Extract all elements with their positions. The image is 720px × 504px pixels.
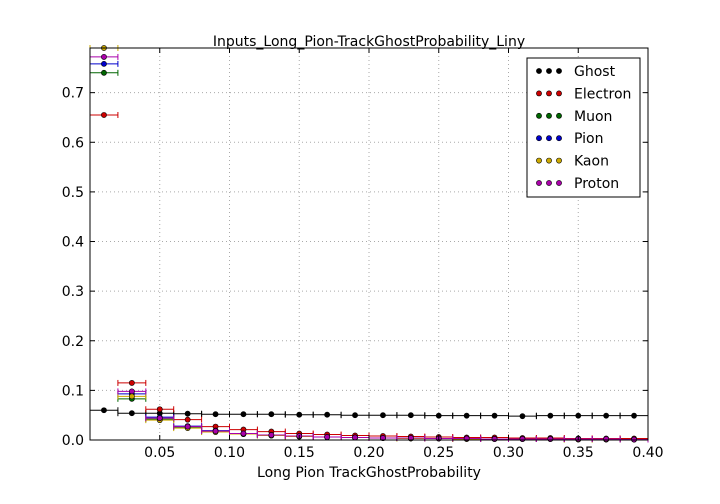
- legend-label: Kaon: [574, 154, 609, 170]
- legend-marker: [546, 157, 552, 164]
- data-point: [240, 411, 247, 418]
- y-tick-label: 0.3: [62, 284, 84, 300]
- legend-marker: [536, 68, 542, 74]
- data-point: [575, 412, 582, 419]
- legend-marker: [556, 112, 562, 119]
- data-point: [352, 434, 358, 441]
- x-axis-label: Long Pion TrackGhostProbability: [257, 465, 481, 481]
- legend-marker: [546, 112, 552, 119]
- data-point: [519, 413, 526, 420]
- x-tick-label: 0.20: [353, 445, 384, 461]
- y-tick-label: 0.0: [62, 433, 84, 449]
- data-point: [463, 412, 470, 419]
- data-point: [128, 388, 135, 395]
- y-tick-label: 0.4: [62, 235, 84, 251]
- data-point: [631, 412, 637, 419]
- data-point: [128, 380, 135, 386]
- data-point: [352, 412, 358, 419]
- legend-marker: [546, 135, 552, 142]
- data-point: [156, 406, 163, 413]
- data-point: [101, 69, 107, 76]
- data-point: [101, 112, 107, 118]
- data-point: [547, 412, 554, 419]
- legend-marker: [546, 68, 552, 74]
- ticks: 0.05 0.10 0.15 0.20 0.25 0.30 0.35 0.40 0.0 0.1 0.…: [62, 48, 664, 461]
- legend-marker: [536, 135, 542, 142]
- data-point: [184, 410, 191, 417]
- legend-label: Muon: [574, 109, 612, 125]
- legend-marker: [536, 112, 542, 119]
- legend-marker: [546, 180, 552, 186]
- legend-marker: [536, 180, 542, 186]
- x-tick-label: 0.25: [423, 445, 454, 461]
- y-tick-label: 0.6: [62, 135, 84, 151]
- legend-marker: [556, 157, 562, 164]
- data-point: [547, 436, 554, 442]
- data-point: [603, 412, 610, 419]
- x-tick-label: 0.15: [284, 445, 315, 461]
- data-point: [184, 423, 191, 430]
- data-point: [491, 412, 498, 419]
- legend-label: Proton: [574, 176, 619, 192]
- data-point: [407, 412, 414, 419]
- data-point: [324, 434, 331, 440]
- data-point: [128, 410, 135, 417]
- data-point: [380, 435, 386, 441]
- data-point: [101, 407, 107, 414]
- data-point: [324, 411, 331, 418]
- data-point: [184, 416, 191, 423]
- legend-marker: [556, 180, 562, 186]
- y-tick-label: 0.7: [62, 86, 84, 102]
- data-point: [268, 432, 275, 438]
- data-point: [156, 415, 163, 422]
- data-point: [101, 54, 107, 60]
- data-point: [491, 436, 498, 442]
- x-tick-label: 0.30: [493, 445, 524, 461]
- data-point: [101, 60, 107, 67]
- x-tick-label: 0.10: [214, 445, 245, 461]
- y-tick-label: 0.2: [62, 334, 84, 350]
- legend-box: [526, 57, 641, 198]
- y-tick-label: 0.5: [62, 185, 84, 201]
- data-point: [296, 411, 303, 418]
- y-tick-label: 0.1: [62, 383, 84, 399]
- legend-label: Pion: [574, 131, 603, 147]
- data-point: [212, 428, 219, 434]
- legend-marker: [536, 90, 542, 97]
- data-point: [603, 436, 610, 442]
- data-point: [212, 411, 219, 418]
- data-point: [240, 430, 247, 437]
- legend: Ghost Electron Muon Pion Kaon Proton: [526, 57, 641, 198]
- data-point: [407, 435, 414, 441]
- legend-marker: [536, 157, 542, 164]
- series-ghost: [89, 407, 649, 420]
- data-point: [435, 412, 442, 419]
- legend-marker: [546, 90, 552, 97]
- x-tick-label: 0.40: [632, 445, 663, 461]
- data-point: [268, 411, 275, 418]
- legend-label: Electron: [574, 86, 631, 102]
- chart-title: Inputs_Long_Pion-TrackGhostProbability_L…: [213, 34, 525, 50]
- legend-label: Ghost: [574, 64, 616, 80]
- x-tick-label: 0.05: [144, 445, 175, 461]
- data-point: [519, 436, 526, 442]
- legend-marker: [556, 135, 562, 142]
- legend-marker: [556, 90, 562, 97]
- data-point: [380, 412, 386, 419]
- x-tick-label: 0.35: [563, 445, 594, 461]
- legend-marker: [556, 68, 562, 74]
- data-point: [128, 393, 135, 400]
